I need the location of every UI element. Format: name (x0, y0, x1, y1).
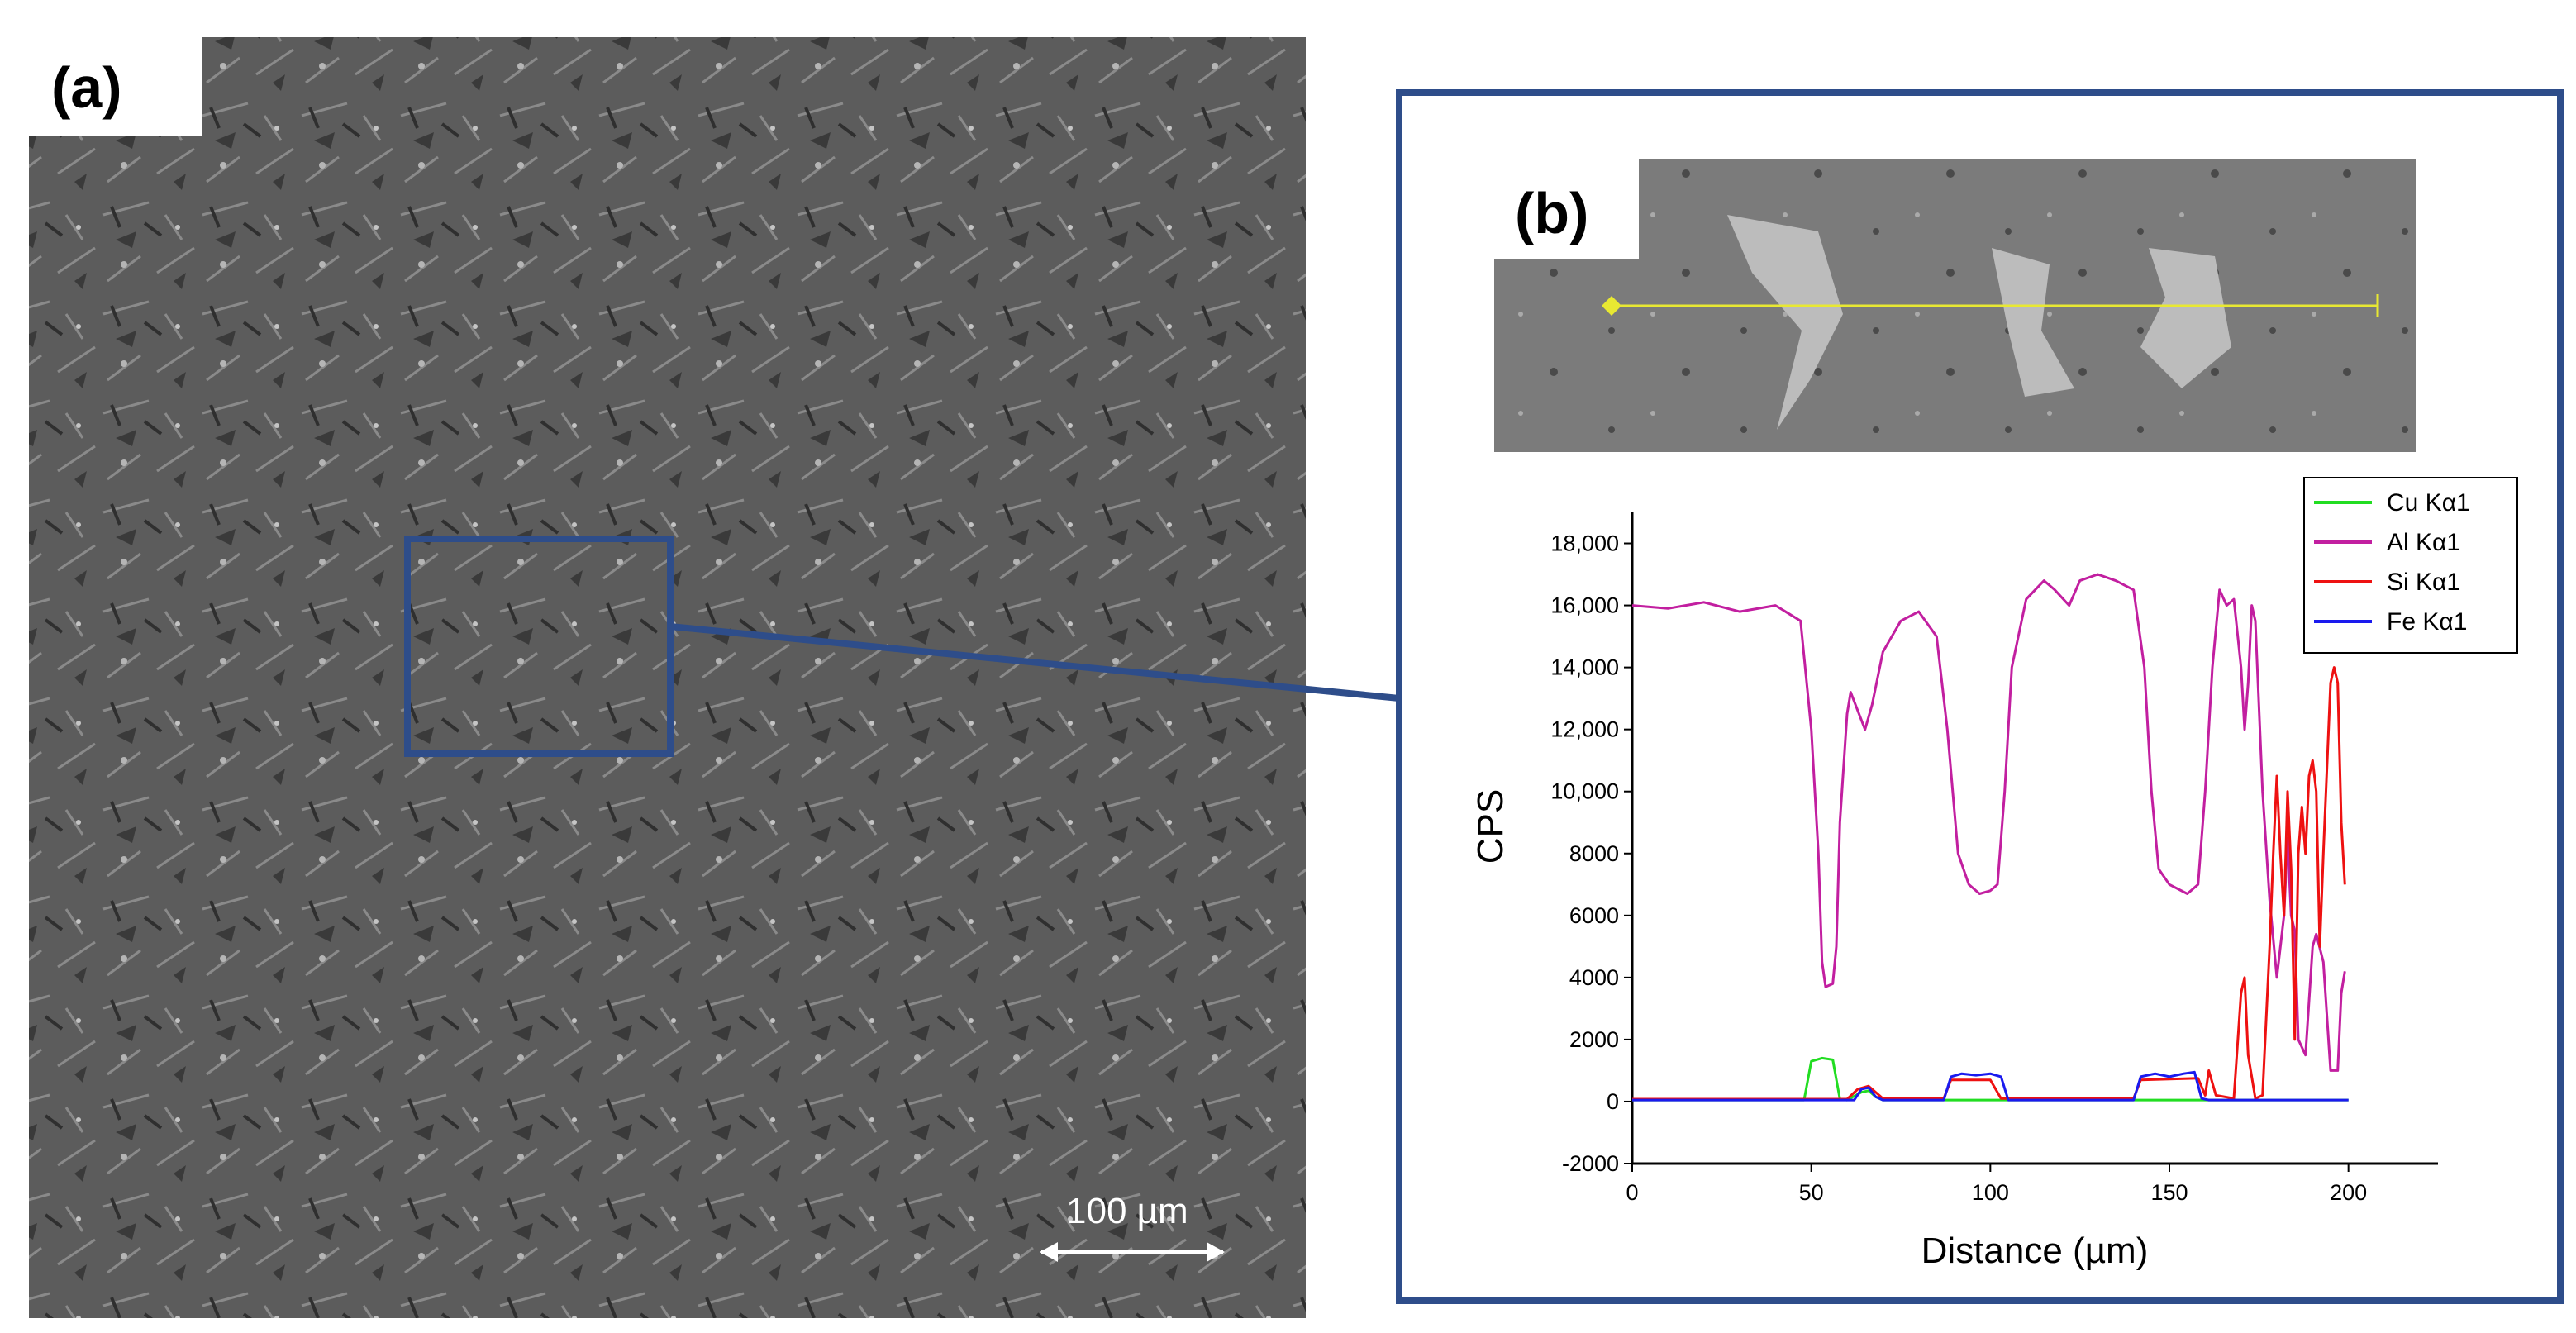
legend-label-fe: Fe Kα1 (2387, 608, 2467, 636)
y-axis-title: CPS (1470, 789, 1511, 864)
x-tick-label: 50 (1799, 1180, 1824, 1205)
x-axis-title: Distance (µm) (1921, 1231, 2149, 1271)
y-tick-label: 18,000 (1550, 531, 1619, 556)
scan-line-start-marker (1602, 296, 1621, 316)
legend-label-si: Si Kα1 (2387, 569, 2460, 596)
legend-label-al: Al Kα1 (2387, 529, 2460, 556)
panel-b-label: (b) (1515, 181, 1588, 245)
legend: Cu Kα1 Al Kα1 Si Kα1 Fe Kα1 (2303, 477, 2518, 654)
y-tick-label: 4000 (1569, 965, 1619, 990)
y-tick-label: -2000 (1562, 1151, 1619, 1176)
y-tick-label: 0 (1607, 1089, 1619, 1114)
x-tick-label: 0 (1626, 1180, 1638, 1205)
y-tick-label: 2000 (1569, 1027, 1619, 1052)
scale-bar-left-arrowhead (1040, 1242, 1058, 1262)
legend-label-cu: Cu Kα1 (2387, 489, 2470, 517)
y-tick-label: 8000 (1569, 841, 1619, 866)
panel-b-label-box (1494, 159, 1639, 259)
scale-bar-right-arrowhead (1207, 1242, 1225, 1262)
y-tick-label: 14,000 (1550, 655, 1619, 680)
scale-bar-label: 100 µm (1066, 1191, 1188, 1231)
panel-a: (a) 100 µm (29, 37, 1400, 1318)
scale-bar: 100 µm (1040, 1191, 1225, 1262)
line-scan-chart: -20000200040006000800010,00012,00014,000… (1470, 477, 2518, 1271)
x-tick-label: 100 (1972, 1180, 2009, 1205)
x-tick-label: 150 (2150, 1180, 2188, 1205)
zoom-region-box (404, 536, 674, 757)
series-lines (1631, 573, 2349, 1102)
panel-a-label: (a) (51, 55, 122, 120)
panel-b-micrograph: (b) (1494, 159, 2416, 452)
intermetallic-phase (1727, 215, 1843, 430)
series-line-fe (1632, 1070, 2349, 1102)
intermetallic-phase (2140, 248, 2231, 388)
x-tick-label: 200 (2330, 1180, 2367, 1205)
y-tick-label: 10,000 (1550, 779, 1619, 804)
panel-a-label-box (29, 37, 202, 136)
y-tick-label: 16,000 (1550, 593, 1619, 618)
legend-box (2303, 477, 2518, 654)
zoom-connector-line (669, 623, 1400, 702)
y-tick-label: 6000 (1569, 903, 1619, 928)
y-tick-label: 12,000 (1550, 717, 1619, 742)
intermetallic-phase (1992, 248, 2074, 397)
